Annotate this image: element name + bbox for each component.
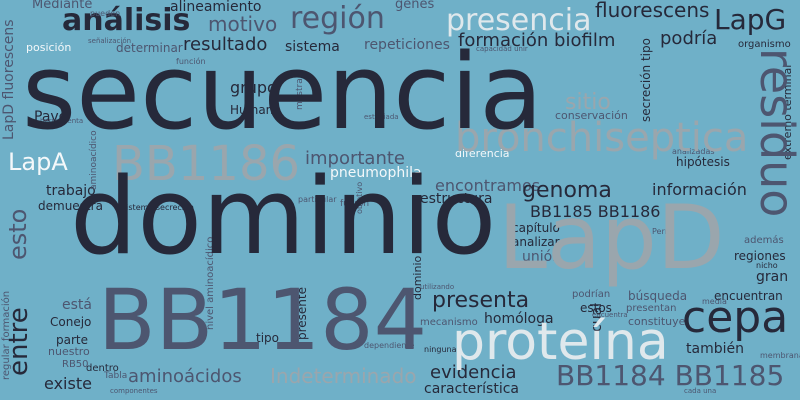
word: fueron	[340, 199, 370, 209]
word: bronchiseptica	[455, 115, 749, 161]
word: grupo	[230, 78, 277, 97]
word: está	[62, 297, 92, 313]
word: componentes	[110, 387, 158, 395]
word: motivo	[208, 12, 278, 36]
word: Conejo	[50, 315, 92, 329]
word: Perro	[652, 227, 673, 236]
word: regular formación	[1, 290, 12, 380]
word: dentro	[86, 363, 119, 374]
word: particular	[298, 195, 337, 204]
word: mecanismo	[420, 317, 478, 328]
word: posición	[26, 41, 72, 54]
word: gran	[756, 269, 789, 285]
word: LapD fluorescens	[1, 19, 17, 140]
word: evidencia	[430, 362, 517, 383]
word: organismo	[738, 39, 791, 50]
word: tipo	[256, 331, 279, 345]
word: formación biofilm	[458, 30, 616, 51]
word: función	[176, 57, 206, 66]
word: conservación	[555, 109, 628, 122]
word: búsqueda	[628, 289, 688, 303]
word: ninguna	[424, 345, 457, 354]
word: trabajo	[46, 183, 96, 199]
word: estos	[580, 301, 612, 315]
word: constituye	[628, 315, 686, 328]
word: LapA	[8, 148, 68, 176]
word: existe	[44, 374, 92, 393]
word: media	[702, 297, 727, 306]
word: análisis	[62, 3, 191, 38]
word: diferencia	[455, 147, 510, 160]
word: repeticiones	[364, 37, 450, 53]
word: homóloga	[484, 311, 554, 327]
word: alineamiento	[170, 0, 262, 15]
word: LapG	[714, 3, 787, 36]
word: determinar	[116, 41, 183, 55]
word: aminoácidos	[128, 366, 242, 387]
word: proteína	[452, 312, 669, 372]
word: sistema secreción	[122, 203, 194, 212]
word: secreción tipo	[639, 38, 653, 122]
word: podrían	[572, 289, 611, 300]
word: membrana	[760, 351, 800, 360]
word: utilizando	[420, 283, 455, 291]
word: Humano	[230, 103, 281, 117]
word: Indeterminado	[270, 364, 417, 388]
word: dominio	[70, 155, 497, 278]
word: LapD	[498, 186, 725, 289]
word: pueden	[90, 9, 121, 18]
word: regiones	[734, 249, 786, 263]
word: señalización	[88, 37, 132, 45]
word: dependiente	[364, 341, 415, 350]
word: estructura	[420, 191, 493, 207]
word: demuestra	[38, 199, 103, 213]
word: cada una	[684, 387, 717, 395]
word: Mediante	[32, 0, 93, 12]
word: genoma	[522, 178, 612, 203]
word: parte	[56, 333, 88, 347]
word: presentan	[626, 303, 677, 314]
word: esto	[4, 208, 32, 260]
word: BB1184	[98, 271, 428, 369]
word: además	[744, 235, 784, 246]
word: residuo	[750, 48, 800, 218]
word: nicho	[756, 261, 778, 270]
word: región	[290, 1, 385, 36]
word: cepa	[682, 292, 789, 343]
word: encontramos	[435, 176, 541, 195]
word: genes	[395, 0, 435, 12]
word: capacidad unir	[476, 45, 528, 53]
word: sitio	[565, 90, 611, 115]
word: Tabla	[104, 371, 128, 381]
word: BB1186	[112, 136, 301, 192]
word: capítulo	[512, 221, 560, 235]
word: encuentra	[592, 311, 628, 319]
word: BB1184 BB1185	[556, 359, 785, 392]
word: nuestro	[48, 345, 90, 358]
word: resultado	[183, 34, 268, 55]
word: hipótesis	[676, 155, 730, 169]
word: BB1185 BB1186	[530, 202, 661, 221]
word: Pavo	[34, 109, 68, 125]
word: unión	[522, 249, 562, 265]
word: presenta	[432, 288, 530, 313]
word: presencia	[446, 3, 592, 38]
word: herramienta	[40, 117, 84, 125]
word: analizadas	[672, 147, 715, 156]
word: encuentran	[714, 289, 783, 303]
word: característica	[424, 381, 520, 397]
word: estudiada	[364, 113, 399, 121]
word: podría	[660, 28, 718, 49]
word: fluorescens	[595, 0, 710, 22]
word: secuencia	[22, 31, 543, 153]
word: RB50	[62, 359, 89, 370]
word: pneumophila	[330, 165, 422, 181]
word: importante	[305, 148, 406, 169]
word: analizar	[512, 235, 560, 249]
word: también	[686, 341, 744, 357]
word: sistema	[285, 39, 340, 55]
word: información	[652, 180, 747, 199]
